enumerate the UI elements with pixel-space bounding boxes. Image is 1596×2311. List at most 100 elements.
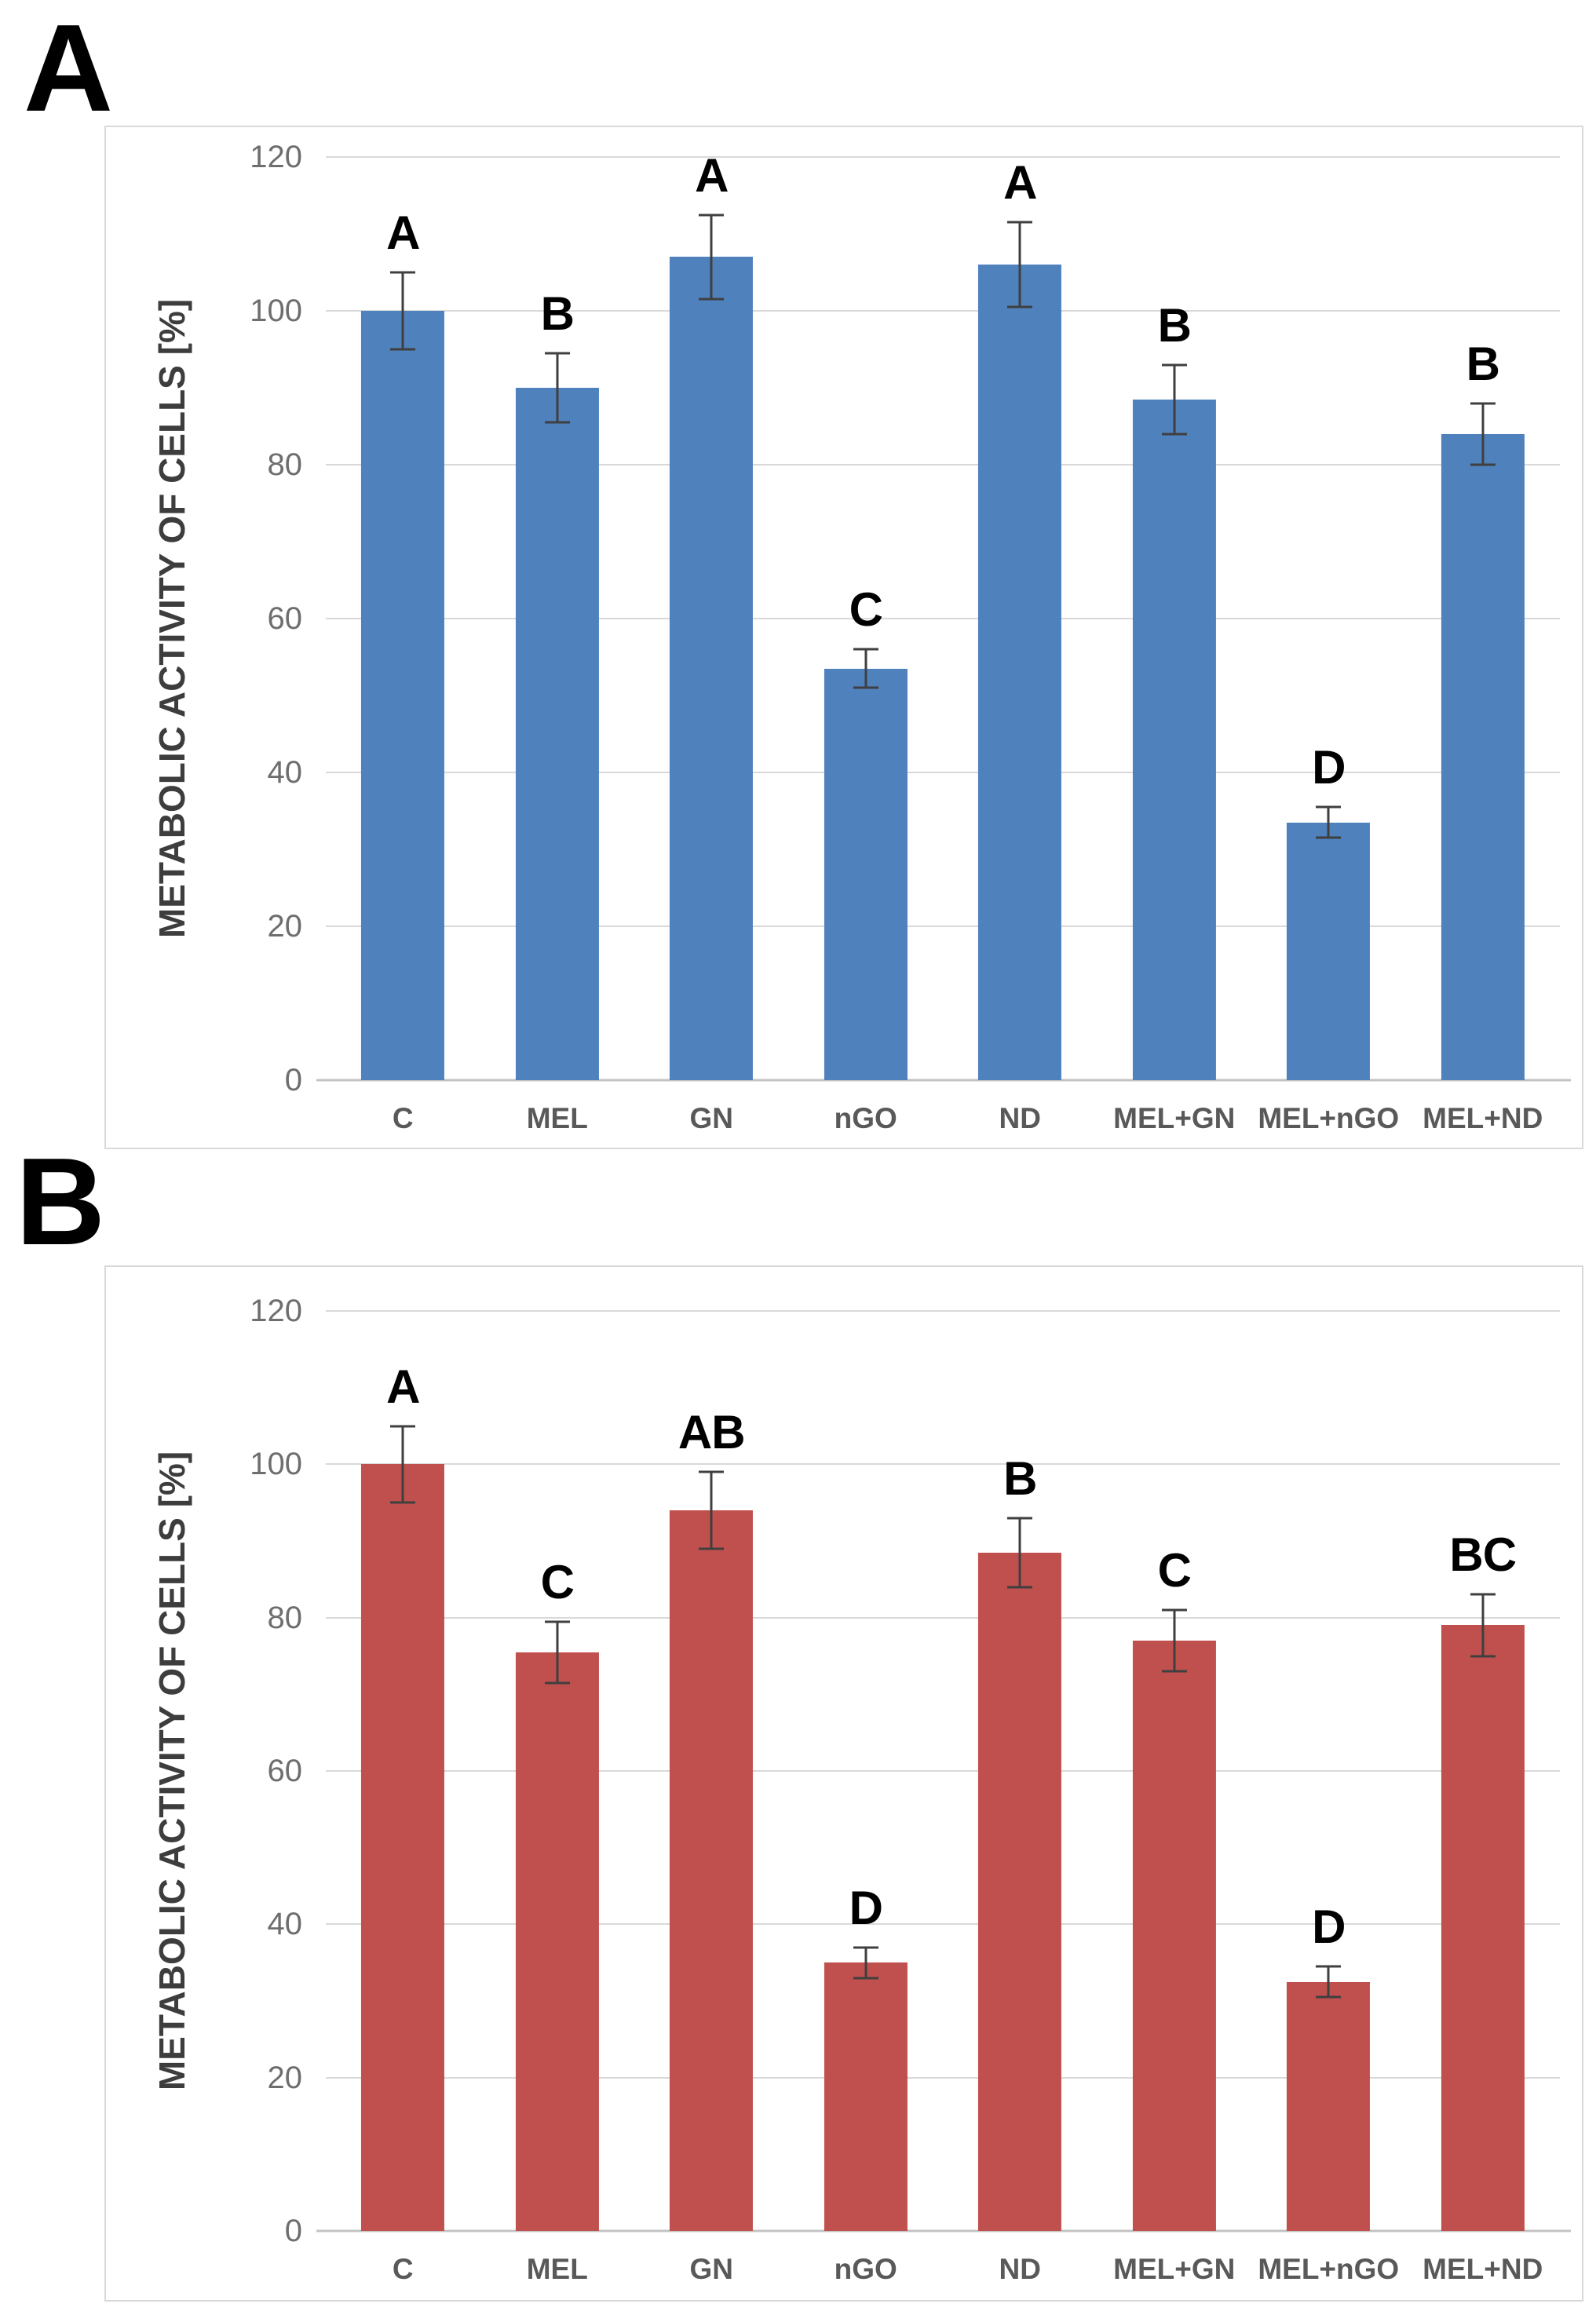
panel-a-label: A [24, 0, 113, 137]
bar-MEL+ND [1441, 1625, 1525, 2231]
significance-letter: C [849, 583, 883, 637]
x-tick-label: MEL [526, 2253, 588, 2285]
error-bar-cap-top [1007, 221, 1033, 224]
y-tick-label: 20 [267, 2060, 303, 2095]
bar-ND [978, 265, 1062, 1080]
error-bar [864, 649, 867, 688]
error-bar-cap-top [390, 1425, 416, 1427]
x-tick-label: MEL+nGO [1258, 2253, 1400, 2285]
gridline [326, 1616, 1560, 1619]
bar-MEL+nGO [1287, 822, 1371, 1080]
error-bar-cap-bottom [1316, 1995, 1342, 1999]
significance-letter: B [1157, 298, 1192, 352]
bar-MEL [515, 1652, 599, 2231]
x-tick-label: nGO [834, 2253, 897, 2285]
bar-MEL+GN [1132, 399, 1216, 1080]
significance-letter: B [1466, 337, 1500, 390]
panel-a-chart-box: METABOLIC ACTIVITY OF CELLS [%] 0 20 40 60 8… [104, 126, 1583, 1149]
error-bar-cap-top [699, 214, 725, 216]
error-bar [401, 272, 404, 349]
bar-ND [978, 1552, 1062, 2231]
error-bar-cap-top [1316, 1965, 1342, 1968]
gridline [326, 1463, 1560, 1466]
bar-MEL+nGO [1287, 1981, 1371, 2231]
error-bar-cap-bottom [699, 298, 725, 301]
y-tick-label: 80 [267, 447, 303, 482]
bar-nGO [824, 1962, 908, 2231]
bar-C [361, 1464, 445, 2231]
x-tick-label: GN [689, 1102, 734, 1134]
x-tick-label: C [392, 2253, 414, 2285]
significance-letter: AB [677, 1406, 746, 1459]
error-bar-cap-top [1007, 1517, 1033, 1520]
y-tick-label: 120 [250, 140, 302, 174]
gridline [326, 1310, 1560, 1312]
error-bar-cap-bottom [390, 348, 416, 351]
error-bar-cap-top [1316, 805, 1342, 809]
error-bar-cap-top [1470, 1593, 1496, 1596]
error-bar-cap-bottom [1007, 1586, 1033, 1589]
gridline [326, 2076, 1560, 2079]
panel-b-chart-box: METABOLIC ACTIVITY OF CELLS [%] 0 20 40 60 8… [104, 1265, 1583, 2302]
bar-MEL [515, 388, 599, 1080]
error-bar-cap-top [544, 352, 570, 355]
error-bar [1327, 807, 1330, 838]
bar-C [361, 311, 445, 1080]
gridline [326, 464, 1560, 465]
error-bar [1173, 364, 1176, 434]
error-bar-cap-top [1161, 363, 1187, 367]
error-bar [1018, 1517, 1021, 1587]
gridline [326, 310, 1560, 312]
error-bar-cap-bottom [544, 421, 570, 424]
x-axis-line [316, 1079, 1571, 1082]
y-tick-label: 40 [267, 755, 303, 790]
error-bar-cap-top [853, 1946, 878, 1949]
error-bar [710, 1472, 713, 1549]
panel-a: A METABOLIC ACTIVITY OF CELLS [%] 0 20 40 6… [0, 0, 1596, 1149]
significance-letter: B [1003, 1451, 1037, 1505]
error-bar-cap-bottom [853, 686, 878, 689]
x-tick-label: MEL [526, 1102, 588, 1134]
y-tick-label: 60 [267, 1754, 303, 1788]
error-bar-cap-top [544, 1620, 570, 1623]
x-tick-label: GN [689, 2253, 734, 2285]
significance-letter: D [1312, 741, 1346, 794]
error-bar-cap-bottom [1470, 1655, 1496, 1657]
error-bar-cap-top [390, 271, 416, 274]
error-bar-cap-top [699, 1470, 725, 1473]
significance-letter: C [540, 1555, 575, 1608]
y-tick-label: 120 [250, 1294, 302, 1328]
error-bar-cap-bottom [544, 1681, 570, 1685]
error-bar [1327, 1966, 1330, 1998]
significance-letter: BC [1449, 1528, 1517, 1582]
gridline [326, 1770, 1560, 1772]
error-bar [1481, 403, 1485, 465]
x-tick-label: nGO [834, 1102, 897, 1134]
error-bar [556, 1621, 559, 1683]
gridline [326, 618, 1560, 619]
error-bar [710, 214, 713, 300]
bar-nGO [824, 668, 908, 1080]
significance-letter: D [849, 1881, 883, 1934]
y-tick-label: 100 [250, 1447, 302, 1482]
x-tick-label: MEL+ND [1423, 2253, 1543, 2285]
bar-MEL+GN [1132, 1640, 1216, 2231]
error-bar-cap-top [1470, 402, 1496, 405]
y-tick-label: 20 [267, 909, 303, 944]
error-bar-cap-bottom [1007, 305, 1033, 308]
error-bar-cap-bottom [390, 1501, 416, 1504]
x-axis-line [316, 2229, 1571, 2233]
error-bar-cap-bottom [699, 1547, 725, 1550]
gridline [326, 772, 1560, 773]
panel-b-label: B [16, 1133, 105, 1271]
significance-letter: C [1157, 1543, 1192, 1597]
error-bar-cap-top [1161, 1608, 1187, 1612]
y-tick-label: 0 [284, 1063, 302, 1097]
x-tick-label: ND [999, 1102, 1041, 1134]
significance-letter: A [386, 206, 420, 259]
gridline [326, 925, 1560, 927]
bar-GN [670, 1510, 754, 2231]
